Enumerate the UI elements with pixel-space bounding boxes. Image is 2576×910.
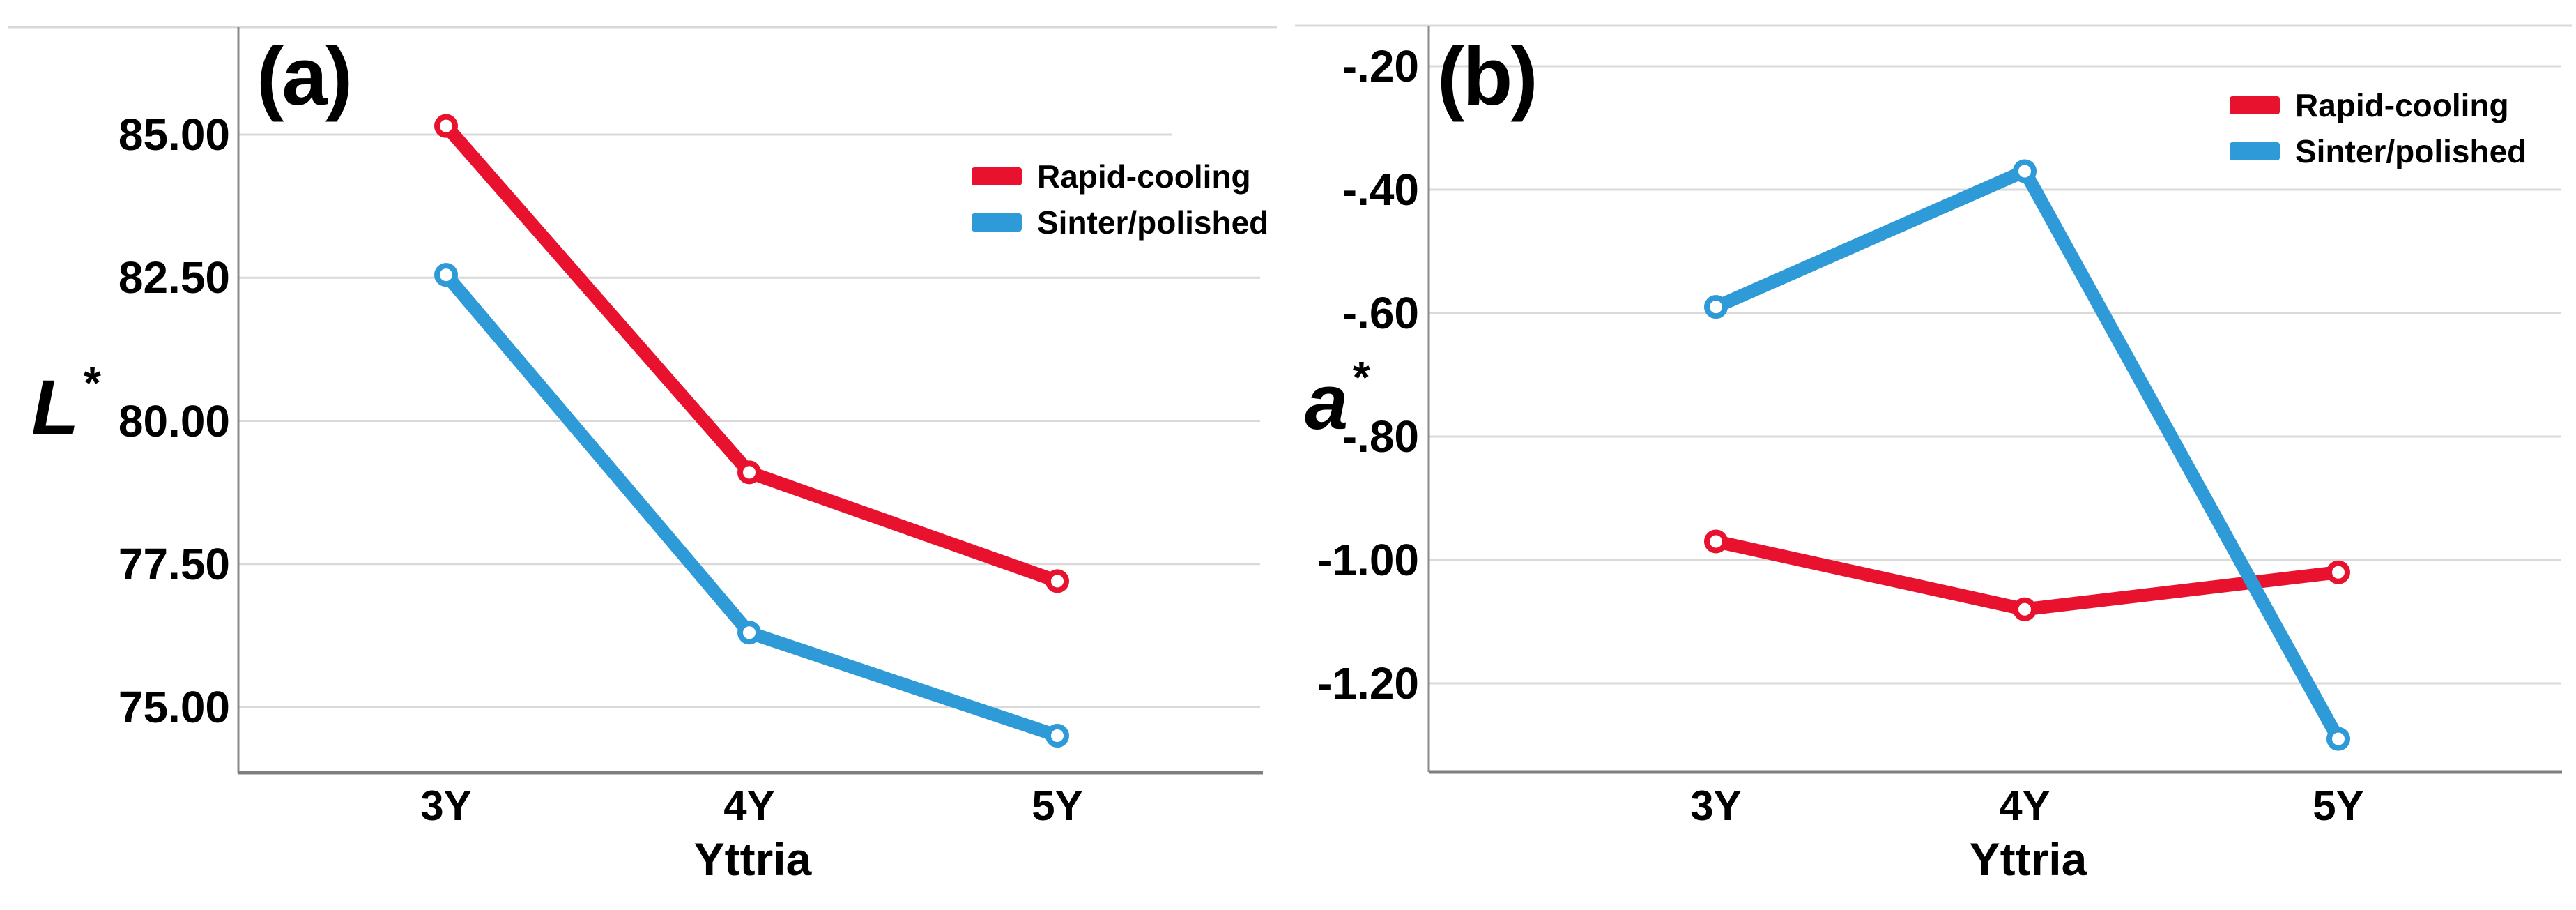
series-line-sinter-polished xyxy=(1713,164,2345,743)
x-tick-label: 5Y xyxy=(1032,782,1083,829)
data-point-marker xyxy=(2013,159,2037,183)
panel-a-label: (a) xyxy=(256,31,353,123)
y-tick-label: 80.00 xyxy=(118,395,230,446)
data-point-marker xyxy=(434,263,458,287)
data-point-marker xyxy=(1704,529,1728,554)
data-point-marker xyxy=(2013,597,2037,621)
legend-item-sinter-polished: Sinter/polished xyxy=(972,204,1268,241)
legend: Rapid-cooling Sinter/polished xyxy=(972,158,1268,241)
y-tick-label: -1.00 xyxy=(1317,535,1419,585)
legend-swatch-sinter-polished xyxy=(2230,142,2280,160)
asterisk-superscript: * xyxy=(1351,352,1369,402)
series-line-sinter-polished xyxy=(440,271,1060,743)
data-point-marker xyxy=(434,114,458,138)
legend-swatch-rapid-cooling xyxy=(2230,96,2280,114)
legend-swatch-rapid-cooling xyxy=(972,167,1022,185)
y-axis-title-a-star: a* xyxy=(1305,352,1368,447)
data-point-marker xyxy=(1045,569,1069,593)
series-line-rapid-cooling xyxy=(440,121,1060,588)
x-tick-label: 5Y xyxy=(2313,782,2364,829)
asterisk-superscript: * xyxy=(82,358,100,408)
data-point-marker xyxy=(737,621,761,645)
legend-swatch-sinter-polished xyxy=(972,213,1022,232)
x-tick-label: 3Y xyxy=(1690,782,1742,829)
data-point-marker xyxy=(2326,560,2350,584)
legend-item-rapid-cooling: Rapid-cooling xyxy=(2230,87,2527,123)
data-point-marker xyxy=(737,460,761,485)
panel-b-label: (b) xyxy=(1437,31,1538,123)
y-tick-label: -.20 xyxy=(1342,41,1419,91)
y-tick-label: 82.50 xyxy=(118,252,230,303)
legend-item-sinter-polished: Sinter/polished xyxy=(2230,133,2527,169)
legend: Rapid-cooling Sinter/polished xyxy=(2230,87,2527,169)
x-axis-title: Yttria xyxy=(1969,833,2087,885)
legend-label: Rapid-cooling xyxy=(1037,158,1251,195)
y-tick-label: 75.00 xyxy=(118,682,230,732)
data-point-marker xyxy=(1045,724,1069,748)
y-axis-title-l-star: L* xyxy=(31,358,99,453)
x-tick-label: 3Y xyxy=(420,782,472,829)
x-axis-title: Yttria xyxy=(693,833,812,885)
y-tick-label: -.80 xyxy=(1342,411,1419,462)
legend-label: Rapid-cooling xyxy=(2295,87,2509,123)
x-tick-label: 4Y xyxy=(1999,782,2050,829)
legend-item-rapid-cooling: Rapid-cooling xyxy=(972,158,1268,195)
y-tick-label: -1.20 xyxy=(1317,658,1419,708)
legend-label: Sinter/polished xyxy=(1037,204,1269,241)
y-axis-title-base: a xyxy=(1305,358,1349,446)
y-tick-label: -.40 xyxy=(1342,165,1419,215)
y-axis-title-base: L xyxy=(31,364,79,451)
y-tick-label: -.60 xyxy=(1342,288,1419,338)
x-tick-label: 4Y xyxy=(723,782,775,829)
y-tick-label: 77.50 xyxy=(118,538,230,589)
data-point-marker xyxy=(1704,295,1728,319)
legend-label: Sinter/polished xyxy=(2295,133,2527,169)
y-tick-label: 85.00 xyxy=(118,109,230,160)
data-point-marker xyxy=(2326,727,2350,751)
